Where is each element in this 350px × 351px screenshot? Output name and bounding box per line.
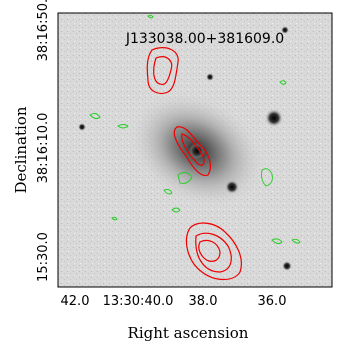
green-contours xyxy=(89,14,301,245)
x-tick-label: 36.0 xyxy=(258,294,287,309)
radio-contours xyxy=(146,47,242,281)
sky-image xyxy=(58,13,332,287)
x-tick-label: 42.0 xyxy=(61,294,90,309)
y-tick-label: 15:30.0 xyxy=(36,232,51,282)
x-tick-label: 13:30:40.0 xyxy=(103,294,174,309)
y-tick-label: 38:16:10.0 xyxy=(36,113,51,184)
title: J133038.00+381609.0 xyxy=(125,31,284,47)
x-tick-label: 38.0 xyxy=(189,294,218,309)
plot-frame xyxy=(57,12,333,288)
y-tick-label: 38:16:50.0 xyxy=(36,0,51,61)
y-axis-label: Declination xyxy=(12,106,30,193)
x-axis-label: Right ascension xyxy=(128,324,249,342)
